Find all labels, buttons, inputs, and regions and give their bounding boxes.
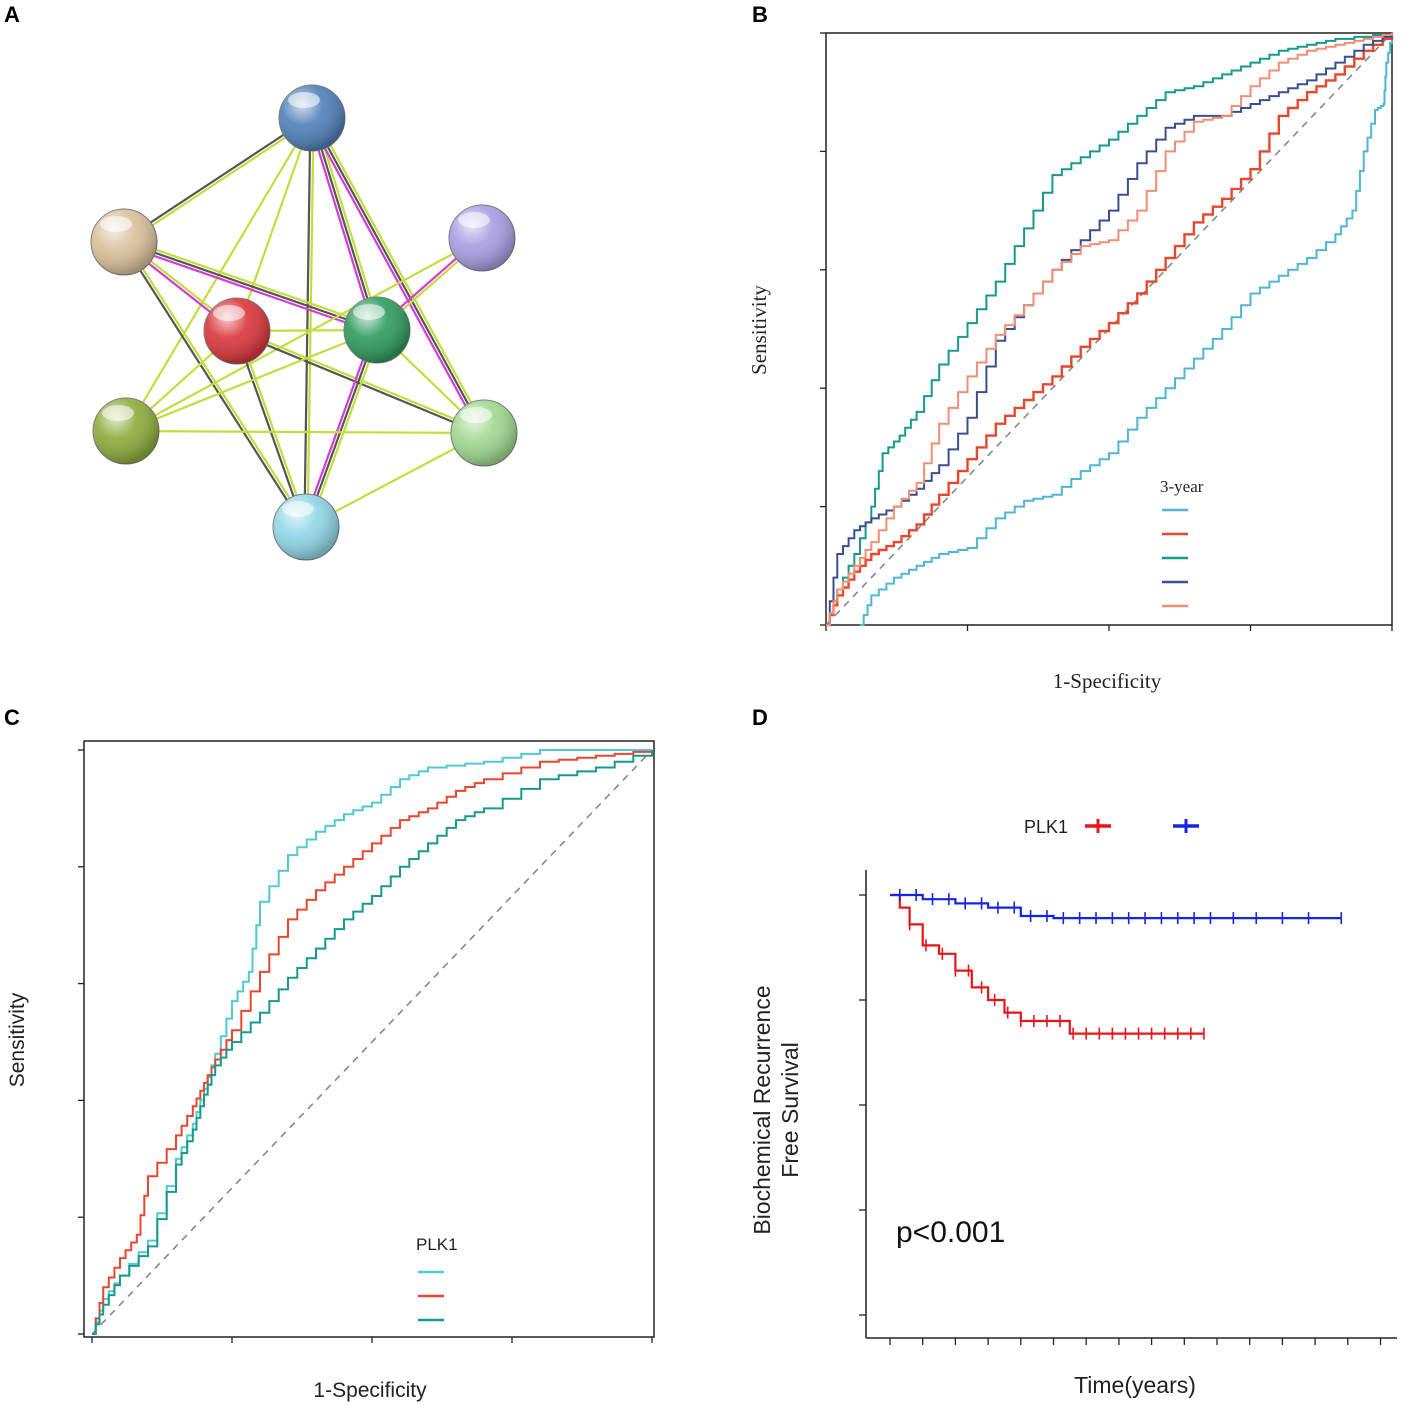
roc-lines-b [826,33,1394,627]
node-highlight [282,501,314,517]
node-highlight [288,92,320,108]
y-axis-label-d-line1: Biochemical Recurrence [749,985,775,1234]
network-edge [311,117,485,434]
roc-line-egf [859,33,1393,626]
network-edge [304,329,379,528]
network-edge [310,117,379,331]
panel-label-d: D [752,705,768,730]
network-edge [306,118,315,528]
roc-lines-c [92,749,653,1335]
legend-d: PLK1 [1024,817,1199,837]
network-node [343,296,411,364]
network-edge [121,242,306,529]
network-edge [237,330,309,527]
node-highlight [458,212,490,228]
network-edge [305,432,485,528]
axis-ticks-c [78,749,653,1343]
network-edge [125,237,483,432]
y-axis-label-d-line2: Free Survival [777,1042,803,1177]
node-highlight [100,216,132,232]
network-node [90,208,158,276]
network-node [203,297,271,365]
node-highlight [213,305,245,321]
x-axis-label-b: 1-Specificity [1053,669,1162,693]
network-edges [121,115,488,529]
axis-ticks-b [820,32,1393,631]
roc-chart-c: 1-Specificity Sensitivity PLK1 [6,740,655,1402]
plot-frame-c [83,740,655,1338]
network-nodes [90,84,518,561]
p-value-annotation: p<0.001 [896,1216,1005,1249]
roc-line-myc [826,33,1394,627]
network-edge [123,240,378,332]
legend-title-c: PLK1 [416,1235,458,1254]
km-curve-low [890,893,1342,920]
network-node [448,204,516,272]
network-node [92,397,160,465]
roc-line-3-year [92,750,653,1335]
network-edge [313,115,488,432]
network-edge [124,240,309,527]
x-axis-label-c: 1-Specificity [313,1379,427,1402]
network-node [278,84,346,152]
network-edge [307,118,375,332]
legend-title-b: 3-year [1160,477,1204,496]
network-edge [234,331,306,528]
panel-label-b: B [752,2,768,27]
network-edge [308,119,483,436]
network-node [450,399,518,467]
network-edge [235,331,484,436]
legend-title-d: PLK1 [1024,817,1068,837]
km-curves-d [890,889,1343,1040]
legend-b: 3-year [1160,477,1204,608]
roc-line-ezh2 [826,33,1393,626]
roc-line-plk1 [826,33,1393,626]
network-edge [124,237,379,329]
diagonal-reference-c [91,749,653,1335]
node-highlight [353,304,385,320]
y-axis-label-b: Sensitivity [747,285,771,375]
node-highlight [102,405,134,421]
network-edge [301,328,376,527]
network-edge [303,117,312,527]
roc-line-1-year [92,749,652,1335]
x-axis-label-d: Time(years) [1074,1372,1196,1398]
survival-chart-d: Time(years) Biochemical Recurrence Free … [749,817,1397,1398]
node-highlight [460,407,492,423]
y-axis-label-c: Sensitivity [6,992,29,1087]
panel-label-a: A [4,2,20,27]
network-edge [125,429,485,435]
roc-line-5-year [92,750,653,1335]
axis-ticks-d [859,894,1382,1345]
network-edge [125,328,378,433]
network-edge [122,115,312,242]
network-edge [307,330,382,529]
roc-chart-b: 1-Specificity Sensitivity 3-year [747,32,1394,693]
network-edge [235,117,314,332]
ppi-network [90,84,518,561]
panel-label-c: C [4,705,20,730]
roc-line-afp [826,33,1393,626]
legend-c: PLK1 [416,1235,458,1322]
network-node [272,493,340,561]
network-edge [124,118,314,245]
